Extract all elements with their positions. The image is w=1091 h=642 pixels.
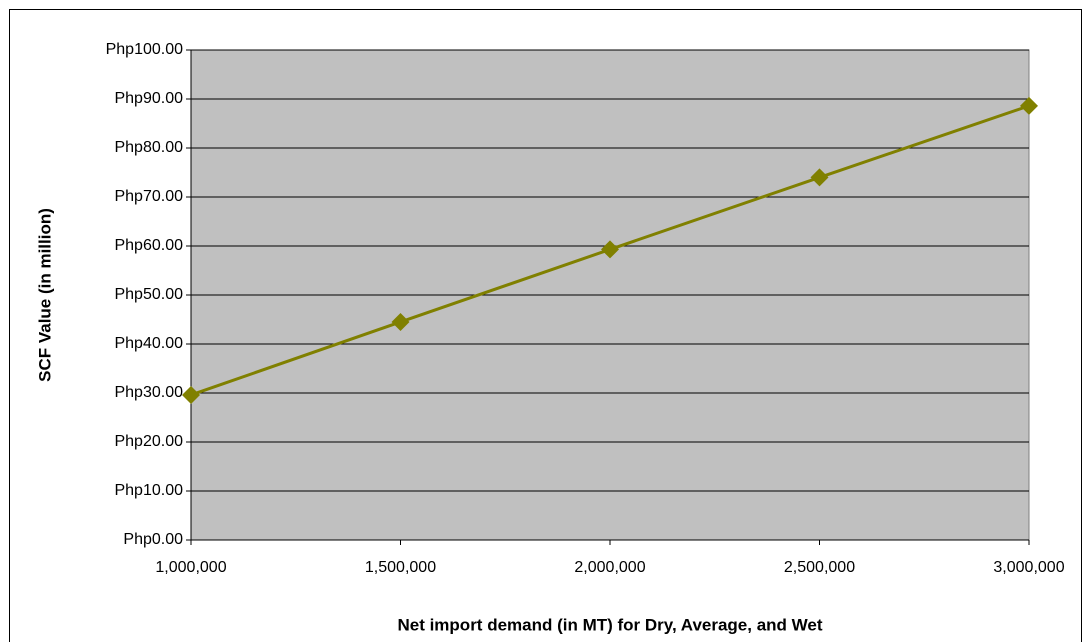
y-tick-label: Php90.00 bbox=[114, 90, 183, 107]
x-axis-title: Net import demand (in MT) for Dry, Avera… bbox=[397, 615, 822, 634]
y-tick-label: Php10.00 bbox=[114, 482, 183, 499]
x-tick-label: 3,000,000 bbox=[993, 559, 1064, 576]
y-tick-label: Php60.00 bbox=[114, 237, 183, 254]
y-axis-title: SCF Value (in million) bbox=[35, 208, 54, 382]
y-tick-label: Php30.00 bbox=[114, 384, 183, 401]
y-tick-label: Php0.00 bbox=[123, 531, 183, 548]
y-tick-label: Php20.00 bbox=[114, 433, 183, 450]
y-tick-label: Php40.00 bbox=[114, 335, 183, 352]
x-tick-label: 2,000,000 bbox=[574, 559, 645, 576]
data-point bbox=[182, 385, 200, 404]
data-point bbox=[810, 168, 829, 187]
data-point bbox=[601, 240, 619, 259]
x-tick-label: 1,500,000 bbox=[365, 559, 436, 576]
x-tick-label: 2,500,000 bbox=[784, 559, 855, 576]
y-tick-label: Php80.00 bbox=[114, 139, 183, 156]
y-tick-label: Php70.00 bbox=[114, 188, 183, 205]
data-point bbox=[391, 312, 410, 331]
x-tick-label: 1,000,000 bbox=[155, 559, 226, 576]
y-tick-label: Php50.00 bbox=[114, 286, 183, 303]
data-point bbox=[1020, 96, 1038, 115]
y-tick-label: Php100.00 bbox=[106, 41, 184, 58]
